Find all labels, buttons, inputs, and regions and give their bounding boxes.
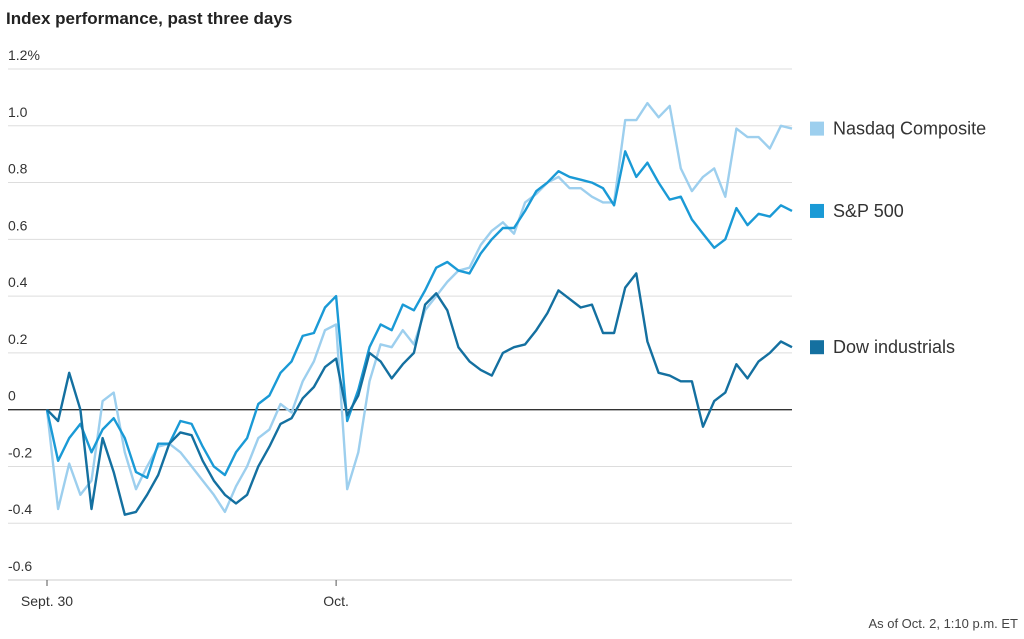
- legend-swatch: [810, 340, 824, 355]
- legend-label: Nasdaq Composite: [833, 119, 986, 139]
- y-tick-label: 0.4: [8, 274, 28, 290]
- y-tick-label: 0.2: [8, 331, 28, 347]
- series-line: [46, 272, 793, 516]
- source-note: As of Oct. 2, 1:10 p.m. ET: [868, 616, 1018, 631]
- y-tick-label: -0.4: [8, 501, 32, 517]
- legend-label: Dow industrials: [833, 337, 955, 357]
- chart-title: Index performance, past three days: [6, 9, 292, 28]
- y-tick-label: -0.6: [8, 558, 32, 574]
- y-tick-label: 0: [8, 388, 16, 404]
- y-tick-label: -0.2: [8, 444, 32, 460]
- y-tick-label: 0.8: [8, 161, 28, 177]
- y-tick-label: 1.0: [8, 104, 28, 120]
- series-line: [45, 150, 793, 479]
- legend-swatch: [810, 121, 824, 136]
- y-tick-label: 1.2%: [8, 47, 40, 63]
- legend-swatch: [810, 203, 824, 218]
- series-line: [45, 101, 793, 514]
- x-tick-label: Oct.: [323, 593, 349, 609]
- legend-label: S&P 500: [833, 201, 904, 221]
- x-tick-label: Sept. 30: [21, 593, 73, 609]
- y-tick-label: 0.6: [8, 217, 28, 233]
